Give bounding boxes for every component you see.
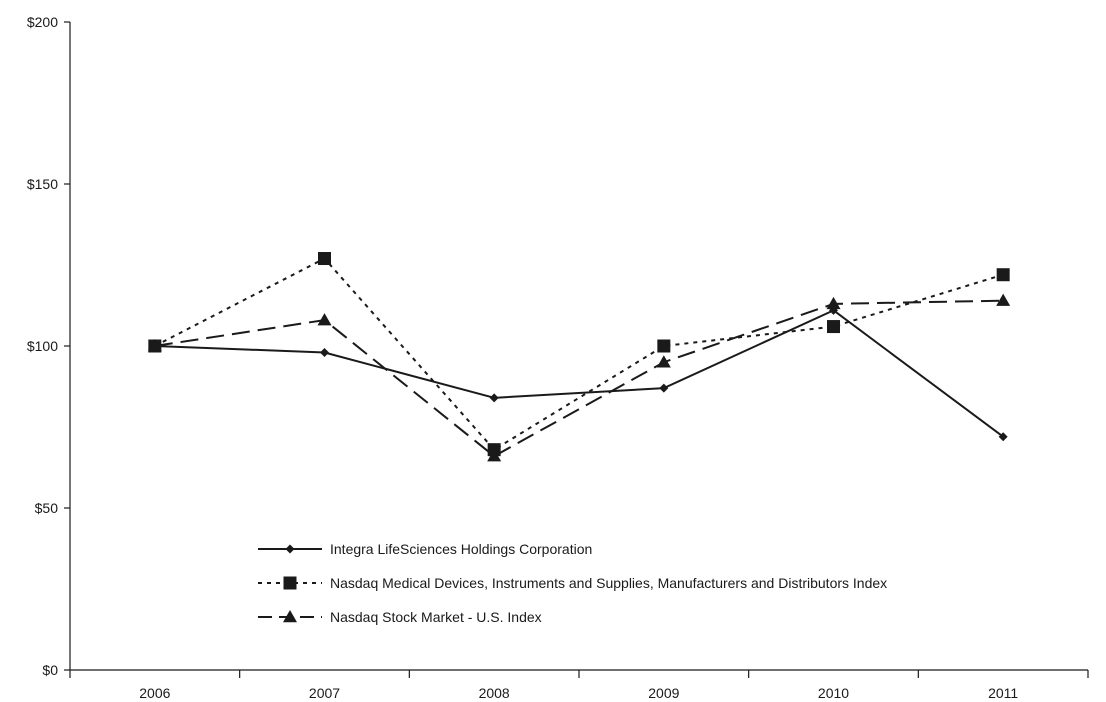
series-1 — [150, 305, 1008, 442]
legend-marker — [283, 610, 297, 623]
data-point — [487, 449, 502, 462]
legend-label: Integra LifeSciences Holdings Corporatio… — [330, 541, 592, 557]
legend-item: Nasdaq Stock Market - U.S. Index — [258, 609, 542, 625]
legend-marker — [285, 544, 295, 554]
x-axis: 2006 2007 2008 2009 2010 2011 — [69, 669, 1089, 701]
x-tick-label: 2007 — [309, 685, 340, 701]
data-point — [829, 305, 838, 315]
legend: Integra LifeSciences Holdings Corporatio… — [258, 541, 887, 625]
x-tick-label: 2008 — [479, 685, 510, 701]
series-3 — [147, 293, 1011, 462]
data-point — [826, 296, 841, 310]
data-point — [827, 320, 840, 334]
data-point — [656, 355, 671, 368]
x-tick-label: 2009 — [648, 685, 679, 701]
y-tick-label: $0 — [42, 662, 58, 678]
x-tick-label: 2006 — [139, 685, 170, 701]
y-axis: $0 $50 $100 $150 $200 — [27, 14, 71, 678]
legend-label: Nasdaq Stock Market - U.S. Index — [330, 609, 542, 625]
data-point — [998, 432, 1008, 442]
y-tick-label: $50 — [35, 500, 59, 516]
legend-item: Integra LifeSciences Holdings Corporatio… — [258, 541, 592, 557]
series-line — [154, 309, 1004, 438]
legend-item: Nasdaq Medical Devices, Instruments and … — [258, 575, 887, 591]
legend-marker — [283, 576, 297, 590]
x-tick-label: 2011 — [988, 685, 1018, 701]
data-point — [150, 341, 160, 351]
data-point — [320, 347, 329, 357]
legend-label: Nasdaq Medical Devices, Instruments and … — [330, 575, 887, 591]
data-point — [996, 268, 1010, 282]
series-2 — [148, 252, 1010, 457]
data-point — [318, 252, 331, 266]
series-layer — [147, 252, 1011, 462]
y-tick-label: $200 — [27, 14, 58, 30]
series-line — [154, 299, 1004, 458]
data-point — [657, 339, 671, 353]
data-point — [996, 293, 1011, 306]
data-point — [489, 393, 499, 403]
data-point — [317, 313, 332, 326]
data-point — [659, 383, 669, 393]
x-tick-label: 2010 — [818, 685, 849, 701]
y-tick-label: $100 — [27, 338, 58, 354]
y-tick-label: $150 — [27, 176, 58, 192]
series-line — [154, 257, 1004, 451]
